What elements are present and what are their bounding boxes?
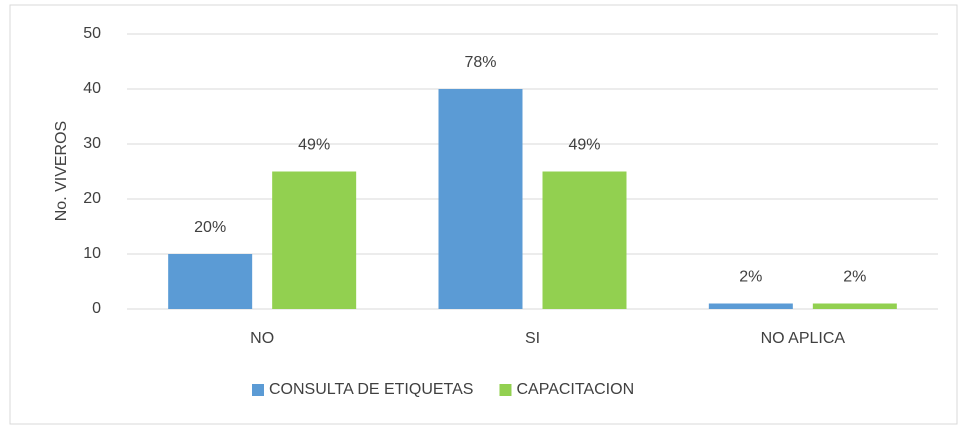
legend-label: CONSULTA DE ETIQUETAS [269, 381, 473, 398]
y-axis-title: No. VIVEROS [53, 121, 70, 221]
y-tick-label: 20 [83, 190, 101, 207]
y-tick-label: 0 [92, 300, 101, 317]
x-tick-label: SI [525, 330, 540, 347]
y-tick-label: 30 [83, 135, 101, 152]
bar [542, 171, 627, 309]
x-tick-label: NO [250, 330, 274, 347]
legend-label: CAPACITACION [516, 381, 634, 398]
y-tick-label: 40 [83, 80, 101, 97]
value-label: 2% [843, 269, 866, 286]
bar [812, 303, 897, 309]
y-tick-label: 10 [83, 245, 101, 262]
value-label: 49% [568, 137, 600, 154]
bar [438, 89, 523, 309]
value-label: 78% [464, 54, 496, 71]
value-label: 2% [739, 269, 762, 286]
bar [708, 303, 793, 309]
y-tick-label: 50 [83, 25, 101, 42]
value-label: 49% [298, 137, 330, 154]
legend-swatch [252, 384, 264, 396]
x-tick-label: NO APLICA [761, 330, 846, 347]
bar [272, 171, 357, 309]
chart-border [9, 4, 958, 425]
bar [168, 254, 253, 309]
value-label: 20% [194, 219, 226, 236]
legend-swatch [499, 384, 512, 396]
